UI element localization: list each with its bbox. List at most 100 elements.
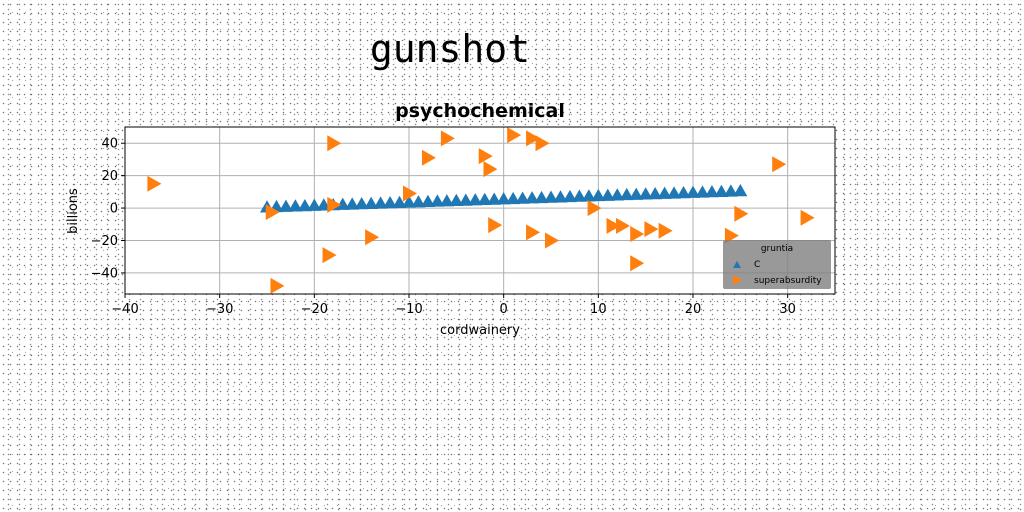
x-axis-label: cordwainery xyxy=(440,323,520,338)
series-c-point xyxy=(581,189,596,202)
series-c-point xyxy=(307,198,322,211)
x-tick-label: 10 xyxy=(590,302,607,317)
series-c-point xyxy=(420,194,435,207)
series-superabsurdity-point xyxy=(322,247,337,264)
series-c-point xyxy=(392,195,407,208)
series-c-point xyxy=(544,190,558,203)
series-c-point xyxy=(657,186,672,199)
series-superabsurdity-point xyxy=(483,161,498,178)
series-c-point xyxy=(629,187,644,200)
legend-title: gruntia xyxy=(761,244,793,254)
legend-marker-c xyxy=(733,261,741,268)
x-tick-label: −10 xyxy=(395,302,422,317)
series-superabsurdity-point xyxy=(545,232,559,249)
x-tick-label: 30 xyxy=(779,302,796,317)
axes: −40 −30 −20 −10 0 10 20 30 −40 −20 0 20 40 xyxy=(91,137,796,317)
series-c-point xyxy=(430,194,445,207)
series-superabsurdity-point xyxy=(630,226,645,243)
series-c-point xyxy=(449,193,464,207)
series-c-point xyxy=(572,189,587,202)
series-c-point xyxy=(638,187,653,200)
series-superabsurdity-point xyxy=(606,217,621,234)
series-c-point xyxy=(373,196,388,209)
series-c-point xyxy=(335,197,350,210)
series-superabsurdity-point xyxy=(507,127,522,144)
series-c-point xyxy=(458,193,473,206)
y-tick-label: 20 xyxy=(101,169,118,184)
series-c-point xyxy=(487,192,502,205)
plot-frame xyxy=(124,126,836,295)
y-axis-label: billions xyxy=(66,188,81,234)
series-superabsurdity-point xyxy=(403,185,417,202)
series-superabsurdity-point xyxy=(526,224,541,241)
series-superabsurdity-point xyxy=(478,148,493,165)
series-c-point xyxy=(667,186,682,199)
series-c-point xyxy=(562,189,577,203)
x-tick-label: −20 xyxy=(301,302,328,317)
series-superabsurdity-point xyxy=(421,149,436,166)
series-c-point xyxy=(383,196,398,209)
series-superabsurdity-point xyxy=(147,175,162,192)
series-superabsurdity-point xyxy=(526,130,541,147)
legend-label-c: C xyxy=(754,260,760,270)
legend-marker-superabsurdity xyxy=(733,275,742,285)
page-title: gunshot xyxy=(369,27,531,71)
series-c-point xyxy=(506,191,521,205)
x-tick-label: 20 xyxy=(685,302,702,317)
series-superabsurdity-point xyxy=(724,227,739,244)
series-c-point xyxy=(288,199,303,212)
series-c-point xyxy=(496,192,511,205)
series-c-point xyxy=(600,188,615,201)
series-c-point xyxy=(686,185,700,198)
legend-label-superabsurdity: superabsurdity xyxy=(754,276,822,286)
series-superabsurdity-point xyxy=(658,222,673,239)
series-superabsurdity-point xyxy=(630,255,645,272)
series-superabsurdity-point xyxy=(327,135,342,152)
x-tick-label: −40 xyxy=(111,302,138,317)
series-c-point xyxy=(278,199,293,212)
series-superabsurdity-point xyxy=(587,200,602,217)
series-superabsurdity-point xyxy=(270,277,285,294)
series-c-point xyxy=(619,187,634,201)
series-c-point xyxy=(723,184,738,197)
series-c-point xyxy=(525,191,540,204)
legend-box xyxy=(723,240,831,289)
data-layer xyxy=(147,127,815,294)
y-tick-label: 0 xyxy=(110,202,118,217)
x-tick-label: −30 xyxy=(206,302,233,317)
y-tick-label: 40 xyxy=(101,137,118,152)
series-c-point xyxy=(411,195,426,208)
series-superabsurdity-point xyxy=(440,130,455,147)
series-c-point xyxy=(439,194,454,207)
series-superabsurdity-point xyxy=(644,221,659,238)
series-superabsurdity-point xyxy=(616,217,630,234)
series-c-point xyxy=(402,195,416,208)
series-c-point xyxy=(610,188,625,201)
series-superabsurdity-point xyxy=(327,196,342,213)
series-c-point xyxy=(354,197,369,210)
series-c-point xyxy=(648,186,663,200)
series-c-point xyxy=(477,192,492,206)
series-superabsurdity-point xyxy=(734,205,749,222)
series-c-point xyxy=(695,185,710,198)
series-c-point xyxy=(345,197,360,210)
series-c-point xyxy=(676,185,691,199)
series-c-point xyxy=(468,193,483,206)
series-superabsurdity-point xyxy=(488,217,503,234)
series-superabsurdity-point xyxy=(800,209,815,226)
chart-title: psychochemical xyxy=(395,100,565,122)
series-c-point xyxy=(297,198,312,212)
series-c-point xyxy=(704,185,719,198)
series-c-point xyxy=(534,190,549,204)
y-tick-label: −40 xyxy=(91,266,118,281)
series-c-point xyxy=(591,188,606,202)
x-tick-label: 0 xyxy=(500,302,508,317)
series-superabsurdity-point xyxy=(265,204,280,221)
series-c-point xyxy=(714,184,729,197)
series-superabsurdity-point xyxy=(535,135,550,152)
series-c-point xyxy=(553,190,568,203)
series-superabsurdity-point xyxy=(772,156,787,173)
series-c-point xyxy=(733,184,748,197)
